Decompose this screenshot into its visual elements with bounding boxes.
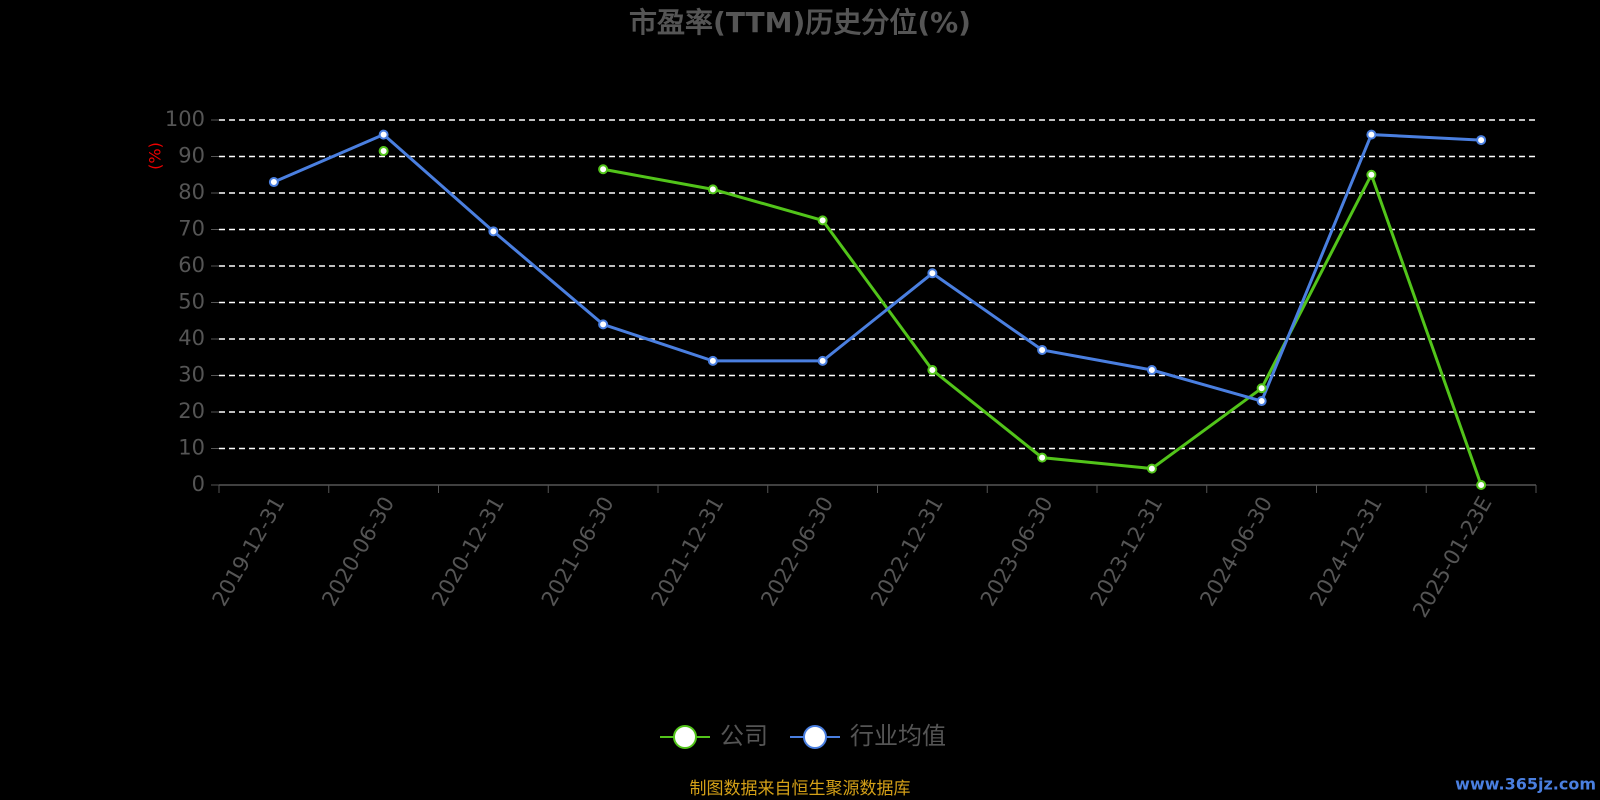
x-tick-label: 2023-12-31	[1086, 493, 1168, 611]
y-axis-label: (%)	[146, 142, 165, 170]
data-point	[1366, 129, 1377, 140]
y-tick-label: 60	[178, 253, 205, 277]
y-tick-label: 40	[178, 326, 205, 350]
data-point	[927, 365, 938, 376]
data-point	[488, 226, 499, 237]
data-point	[1476, 135, 1487, 146]
x-tick-label: 2022-06-30	[756, 493, 838, 611]
data-point	[927, 268, 938, 279]
y-tick-label: 0	[192, 472, 205, 496]
y-tick-label: 90	[178, 144, 205, 168]
data-point	[378, 129, 389, 140]
legend-label: 行业均值	[850, 722, 946, 750]
data-point	[268, 177, 279, 188]
x-tick-label: 2019-12-31	[208, 493, 290, 611]
data-point	[707, 355, 718, 366]
data-point	[378, 146, 389, 157]
data-point	[1146, 463, 1157, 474]
data-point	[1476, 480, 1487, 490]
data-point	[1256, 383, 1267, 394]
legend-marker	[673, 725, 697, 749]
watermark: www.365jz.com	[1455, 775, 1596, 794]
data-point	[1037, 344, 1048, 355]
x-tick-label: 2021-12-31	[647, 493, 729, 611]
legend-marker	[803, 725, 827, 749]
x-tick-label: 2020-12-31	[427, 493, 509, 611]
series-line	[273, 132, 1482, 403]
y-tick-label: 20	[178, 399, 205, 423]
data-point	[1256, 396, 1267, 407]
y-tick-label: 80	[178, 180, 205, 204]
x-tick-label: 2023-06-30	[976, 493, 1058, 611]
data-point	[598, 164, 609, 175]
x-tick-label: 2021-06-30	[537, 493, 619, 611]
x-tick-label: 2025-01-23E	[1408, 493, 1496, 622]
data-point	[1037, 452, 1048, 463]
x-tick-label: 2024-12-31	[1305, 493, 1387, 611]
data-point	[817, 355, 828, 366]
data-point	[1146, 365, 1157, 376]
source-note: 制图数据来自恒生聚源数据库	[690, 779, 911, 799]
chart-title: 市盈率(TTM)历史分位(%)	[629, 6, 971, 39]
y-tick-label: 30	[178, 363, 205, 387]
data-point	[817, 215, 828, 226]
legend-label: 公司	[720, 722, 768, 750]
series-line	[602, 167, 1483, 486]
data-point	[1366, 169, 1377, 180]
y-tick-label: 10	[178, 436, 205, 460]
data-point	[707, 184, 718, 195]
y-tick-label: 70	[178, 217, 205, 241]
x-tick-label: 2024-06-30	[1195, 493, 1277, 611]
x-tick-label: 2020-06-30	[317, 493, 399, 611]
data-point	[598, 319, 609, 330]
x-tick-label: 2022-12-31	[866, 493, 948, 611]
y-tick-label: 50	[178, 290, 205, 314]
y-tick-label: 100	[165, 107, 205, 131]
